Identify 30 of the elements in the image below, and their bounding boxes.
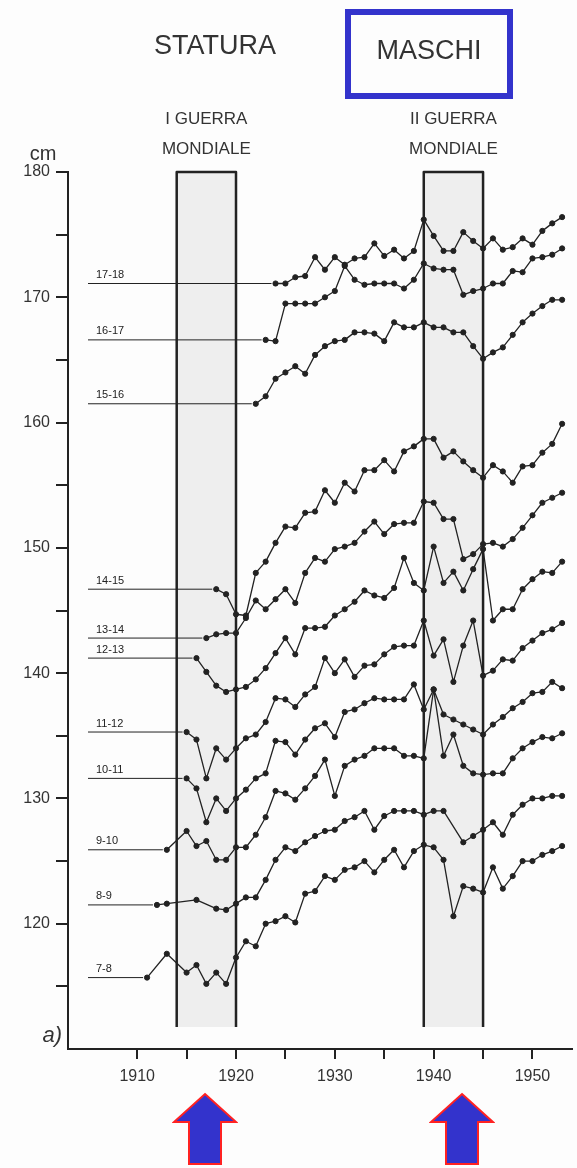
- text: 8-9: [96, 889, 112, 902]
- chart-subtitle: MASCHI: [375, 35, 483, 66]
- band-label: I GUERRA MONDIALE: [161, 109, 251, 158]
- y-tick-label: 120: [23, 914, 51, 932]
- band-label: II GUERRA MONDIALE: [409, 109, 498, 158]
- x-tick-label: 1940: [415, 1067, 452, 1085]
- y-tick-label: 170: [23, 287, 51, 305]
- y-axis-title: cm: [29, 142, 57, 164]
- text: 15-16: [96, 388, 125, 401]
- text: 7-8: [96, 962, 112, 975]
- x-tick-label: 1910: [119, 1067, 156, 1085]
- text: 9-10: [96, 834, 119, 847]
- y-tick-label: 150: [23, 538, 51, 556]
- y-tick-label: 160: [23, 412, 51, 430]
- y-tick-label: 130: [23, 788, 51, 806]
- text: a): [42, 1022, 62, 1048]
- chart-title: STATURA: [153, 30, 277, 61]
- text: 13-14: [96, 622, 125, 635]
- x-tick-label: 1950: [514, 1067, 551, 1085]
- x-tick-label: 1920: [218, 1067, 254, 1085]
- text: 11-12: [96, 716, 124, 729]
- y-tick-label: 140: [23, 663, 51, 681]
- text: 12-13: [96, 642, 125, 655]
- highlight-frame: MASCHI: [345, 9, 513, 99]
- text: 14-15: [96, 573, 125, 586]
- x-tick-label: 1930: [317, 1067, 353, 1085]
- text: 10-11: [96, 762, 124, 775]
- y-tick-label: 180: [23, 162, 51, 180]
- text: 17-18: [96, 268, 125, 281]
- text: 16-17: [96, 324, 125, 337]
